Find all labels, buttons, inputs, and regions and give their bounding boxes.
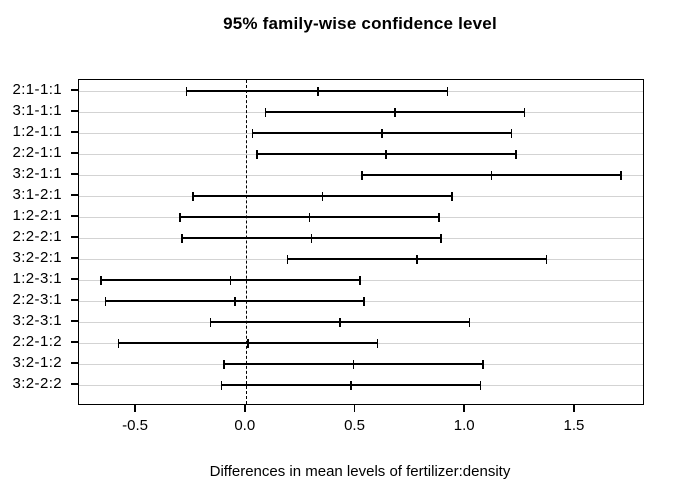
y-axis-tick <box>71 131 78 133</box>
ci-upper-cap <box>523 107 526 117</box>
y-axis-label: 3:1-2:1 <box>12 186 62 203</box>
y-axis-label: 3:2-1:2 <box>12 354 62 371</box>
y-axis-label: 3:2-3:1 <box>12 312 62 329</box>
ci-upper-cap <box>479 380 482 390</box>
x-axis-tick-label: 1.5 <box>563 417 585 434</box>
ci-lower-cap <box>117 338 120 348</box>
y-axis-label: 2:1-1:1 <box>12 81 62 98</box>
ci-upper-cap <box>514 149 517 159</box>
y-axis-label: 1:2-3:1 <box>12 270 62 287</box>
ci-lower-cap <box>264 107 267 117</box>
ci-center-tick <box>317 86 319 96</box>
x-axis-tick <box>244 404 246 412</box>
y-axis-tick <box>71 194 78 196</box>
y-axis-tick <box>71 215 78 217</box>
ci-upper-cap <box>481 359 484 369</box>
ci-center-tick <box>490 170 493 180</box>
ci-lower-cap <box>209 317 212 327</box>
x-axis-tick-label: 1.0 <box>453 417 475 434</box>
y-axis-label: 3:2-1:1 <box>12 165 62 182</box>
y-axis-tick <box>71 341 78 343</box>
x-axis-tick-label: -0.5 <box>122 417 148 434</box>
ci-upper-cap <box>545 254 548 264</box>
y-axis-label: 3:1-1:1 <box>12 102 62 119</box>
ci-lower-cap <box>361 170 363 180</box>
y-axis-tick <box>71 383 78 385</box>
x-axis-tick <box>353 404 356 412</box>
ci-upper-cap <box>620 170 622 180</box>
y-axis-label: 2:2-3:1 <box>12 291 62 308</box>
ci-center-tick <box>308 212 311 222</box>
ci-center-tick <box>352 359 355 369</box>
x-axis-tick <box>573 404 575 412</box>
ci-lower-cap <box>181 233 183 243</box>
y-axis-tick <box>71 362 78 364</box>
y-axis-label: 1:2-2:1 <box>12 207 62 224</box>
ci-lower-cap <box>179 212 181 222</box>
y-axis-tick <box>71 320 78 322</box>
ci-upper-cap <box>446 86 449 96</box>
ci-lower-cap <box>220 380 223 390</box>
x-axis-tick-label: 0.0 <box>234 417 256 434</box>
ci-center-tick <box>385 149 388 159</box>
y-axis-tick <box>71 299 78 301</box>
ci-lower-cap <box>100 275 102 285</box>
y-axis-label: 2:2-1:1 <box>12 144 62 161</box>
ci-lower-cap <box>255 149 258 159</box>
ci-lower-cap <box>185 86 188 96</box>
y-axis-tick <box>71 257 78 259</box>
ci-lower-cap <box>251 128 254 138</box>
y-axis-tick <box>71 278 78 280</box>
y-axis-tick <box>71 236 78 238</box>
ci-lower-cap <box>223 359 225 369</box>
ci-lower-cap <box>104 296 107 306</box>
ci-upper-cap <box>438 212 440 222</box>
y-axis-label: 3:2-2:1 <box>12 249 62 266</box>
ci-upper-cap <box>363 296 366 306</box>
y-axis-label: 2:2-1:2 <box>12 333 62 350</box>
y-axis-tick <box>71 89 78 91</box>
y-axis-tick <box>71 152 78 154</box>
ci-center-tick <box>339 317 341 327</box>
ci-center-tick <box>394 107 396 117</box>
y-axis-tick <box>71 173 78 175</box>
ci-interval-line <box>186 90 448 92</box>
ci-lower-cap <box>286 254 289 264</box>
ci-center-tick <box>229 275 232 285</box>
x-axis-tick <box>463 404 465 412</box>
x-axis-label: Differences in mean levels of fertilizer… <box>209 463 511 480</box>
ci-upper-cap <box>359 275 361 285</box>
x-axis-tick-label: 0.5 <box>344 417 365 434</box>
ci-upper-cap <box>468 317 471 327</box>
ci-upper-cap <box>510 128 513 138</box>
ci-upper-cap <box>376 338 379 348</box>
ci-center-tick <box>247 338 249 348</box>
ci-center-tick <box>350 380 352 390</box>
y-axis-tick <box>71 110 78 112</box>
y-axis-label: 2:2-2:1 <box>12 228 62 245</box>
y-axis-label: 1:2-1:1 <box>12 123 62 140</box>
x-axis-tick <box>134 404 136 412</box>
ci-center-tick <box>381 128 383 138</box>
plot-area <box>78 79 644 405</box>
ci-center-tick <box>321 191 324 201</box>
plot-title: 95% family-wise confidence level <box>223 14 497 33</box>
y-axis-label: 3:2-2:2 <box>12 375 62 392</box>
zero-reference-line <box>245 80 247 404</box>
grid-line <box>79 279 643 281</box>
ci-center-tick <box>234 296 236 306</box>
ci-upper-cap <box>440 233 442 243</box>
grid-line <box>79 174 643 176</box>
ci-lower-cap <box>192 191 194 201</box>
ci-center-tick <box>416 254 418 264</box>
ci-center-tick <box>310 233 313 243</box>
ci-upper-cap <box>451 191 453 201</box>
